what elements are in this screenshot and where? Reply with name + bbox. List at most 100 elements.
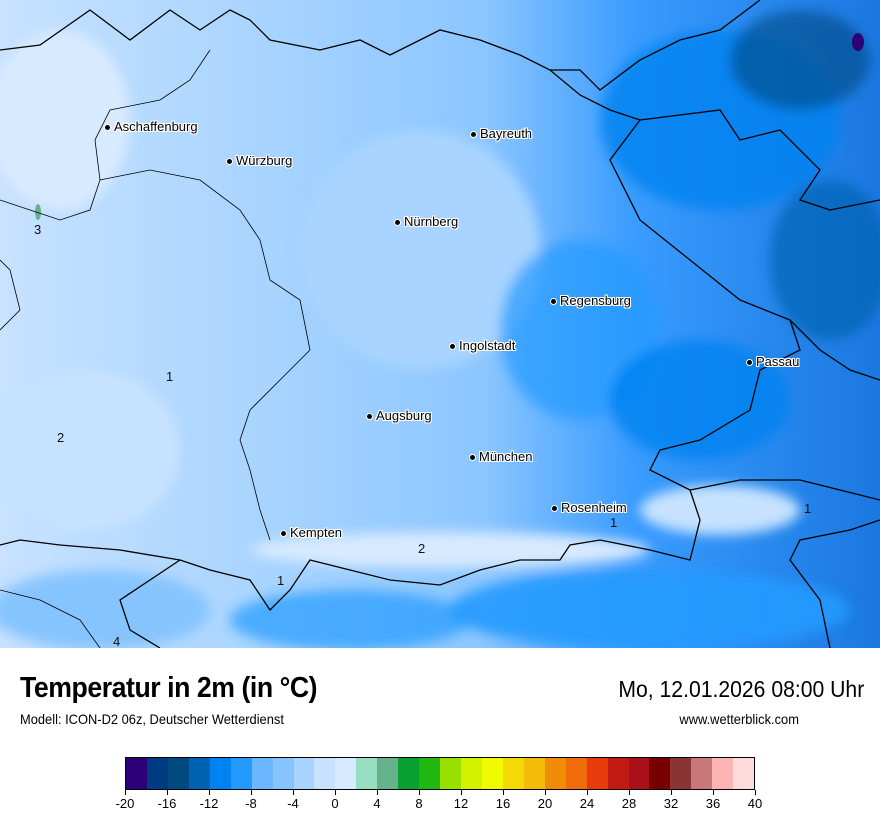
legend-swatch [188,758,210,789]
legend-tick [209,790,210,795]
legend-swatch [377,758,399,789]
city-name: Rosenheim [561,500,627,515]
city-name: Ingolstadt [459,338,516,353]
temperature-field [0,0,880,648]
city-marker [449,343,456,351]
legend-tick-label: 8 [415,796,423,811]
legend-swatch [607,758,629,789]
city-name: Regensburg [560,293,631,308]
legend-swatch [398,758,420,789]
city-marker [550,298,557,306]
city-label: Ingolstadt [449,338,515,353]
city-marker [226,158,233,166]
legend-swatch [523,758,545,789]
model-info: Modell: ICON-D2 06z, Deutscher Wetterdie… [20,711,284,727]
legend-swatch [314,758,336,789]
borders [0,0,880,648]
city-name: Nürnberg [404,214,459,229]
legend-swatch [712,758,734,789]
legend-tick [755,790,756,795]
contour-label: 2 [418,541,426,556]
city-label: Regensburg [550,293,631,308]
legend-swatch [251,758,273,789]
legend-tick-label: 20 [537,796,553,811]
city-marker [104,124,111,132]
city-name: München [479,449,533,464]
city-label: Würzburg [226,153,292,168]
city-marker [746,359,753,367]
forecast-datetime: Mo, 12.01.2026 08:00 Uhr [618,676,864,702]
legend-swatch [293,758,315,789]
contour-label: 1 [166,369,174,384]
legend-swatch [691,758,713,789]
legend-tick [461,790,462,795]
legend-tick [503,790,504,795]
legend-swatch [628,758,650,789]
legend-swatch [209,758,231,789]
legend-swatch [167,758,189,789]
city-label: Kempten [280,525,342,540]
legend-swatch [230,758,252,789]
legend-swatch [335,758,357,789]
legend-tick-label: 40 [747,796,763,811]
temperature-map[interactable]: Aschaffenburg Würzburg Bayreuth Nürnberg… [0,0,880,648]
city-label: Bayreuth [470,126,532,141]
legend-swatch [146,758,168,789]
legend-swatch [649,758,671,789]
city-name: Würzburg [236,153,293,168]
map-title: Temperatur in 2m (in °C) [20,672,318,704]
city-name: Augsburg [376,408,432,423]
legend-swatch [419,758,441,789]
legend-swatch [586,758,608,789]
legend-swatch [481,758,503,789]
legend-tick [377,790,378,795]
legend-tick-label: 32 [663,796,679,811]
legend-swatch [502,758,524,789]
legend-swatch [461,758,482,789]
city-marker [280,530,287,538]
city-label: München [469,449,532,464]
legend-tick-label: 4 [373,796,381,811]
legend-tick [419,790,420,795]
legend-tick-label: 16 [495,796,511,811]
city-label: Nürnberg [394,214,458,229]
city-name: Bayreuth [480,126,533,141]
legend-swatch [544,758,566,789]
contour-label: 4 [113,634,121,648]
legend-swatch [565,758,587,789]
city-name: Kempten [290,525,343,540]
contour-label: 1 [804,501,812,516]
legend-swatch [670,758,692,789]
city-marker [366,413,373,421]
legend-tick [335,790,336,795]
legend-tick [587,790,588,795]
city-marker [551,505,558,513]
contour-label: 1 [610,515,618,530]
legend-tick [167,790,168,795]
coldest-spot [852,33,864,51]
city-marker [394,219,401,227]
city-marker [470,131,477,139]
legend-swatch [356,758,378,789]
legend-tick [671,790,672,795]
city-name: Passau [756,354,800,369]
legend-tick-label: 12 [453,796,469,811]
legend-tick-label: -8 [245,796,257,811]
legend-swatch [440,758,461,789]
contour-label: 2 [57,430,65,445]
legend-tick [251,790,252,795]
legend-tick-label: 36 [705,796,721,811]
legend-tick [629,790,630,795]
city-label: Passau [746,354,799,369]
legend-tick [293,790,294,795]
website-link[interactable]: www.wetterblick.com [679,711,799,727]
contour-label: 3 [34,222,42,237]
legend-tick-label: -20 [115,796,135,811]
contour-label: 1 [277,573,285,588]
city-marker [469,454,476,462]
legend-tick-label: -12 [199,796,219,811]
legend-tick [713,790,714,795]
legend-swatch [733,758,755,789]
legend-swatch [126,758,147,789]
city-label: Rosenheim [551,500,627,515]
